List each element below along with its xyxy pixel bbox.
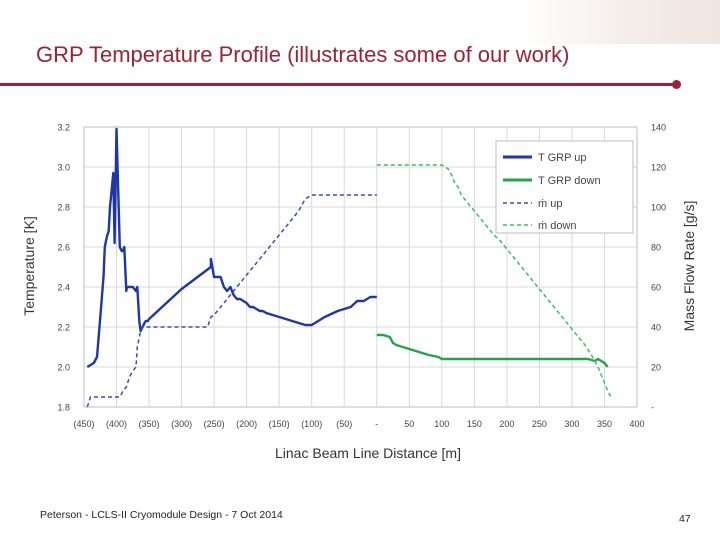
y-axis-label: Temperature [K] bbox=[21, 216, 37, 316]
y-tick-label: 2.6 bbox=[57, 243, 70, 253]
x-tick-label: 300 bbox=[564, 419, 579, 429]
y-tick-label: 2.0 bbox=[57, 363, 70, 373]
title-underline bbox=[0, 83, 676, 86]
y-tick-label: 1.8 bbox=[57, 403, 70, 413]
y2-tick-label: 140 bbox=[651, 123, 666, 133]
legend-label-t-up: T GRP up bbox=[538, 152, 587, 164]
y-tick-label: 3.0 bbox=[57, 163, 70, 173]
x-tick-label: (200) bbox=[236, 419, 257, 429]
x-tick-label: (100) bbox=[301, 419, 322, 429]
y2-tick-label: 40 bbox=[651, 323, 661, 333]
series-line-4 bbox=[376, 164, 612, 398]
series-line-1 bbox=[86, 127, 377, 369]
tick-labels: (450) (400) (350) (300) (250) (200) (150) (100)… bbox=[57, 123, 666, 430]
page-number: 47 bbox=[679, 513, 691, 525]
x-tick-label: (300) bbox=[171, 419, 192, 429]
y-tick-label: 2.8 bbox=[57, 203, 70, 213]
y2-tick-label: 100 bbox=[651, 203, 666, 213]
x-tick-label: (250) bbox=[204, 419, 225, 429]
legend-label-m-down: ṁ down bbox=[538, 220, 577, 232]
y2-axis-label: Mass Flow Rate [g/s] bbox=[681, 201, 697, 332]
legend-label-m-up: ṁ up bbox=[538, 198, 562, 210]
x-tick-label: 350 bbox=[597, 419, 612, 429]
y-tick-label: 2.2 bbox=[57, 323, 70, 333]
x-tick-label: 150 bbox=[467, 419, 482, 429]
x-tick-label: 50 bbox=[404, 419, 414, 429]
legend-label-t-down: T GRP down bbox=[538, 175, 601, 187]
x-tick-label: (400) bbox=[106, 419, 127, 429]
y2-tick-label: 80 bbox=[651, 243, 661, 253]
x-tick-label: (50) bbox=[336, 419, 352, 429]
x-tick-label: - bbox=[375, 419, 378, 429]
x-tick-label: (350) bbox=[139, 419, 160, 429]
x-tick-label: 400 bbox=[629, 419, 644, 429]
x-tick-label: (150) bbox=[269, 419, 290, 429]
x-tick-label: 250 bbox=[532, 419, 547, 429]
series-layer bbox=[86, 127, 612, 408]
legend: T GRP up T GRP down ṁ up ṁ down bbox=[495, 140, 634, 234]
y-tick-label: 2.4 bbox=[57, 283, 70, 293]
y-tick-label: 3.2 bbox=[57, 123, 70, 133]
x-tick-label: 100 bbox=[434, 419, 449, 429]
series-line-3 bbox=[86, 194, 377, 408]
x-tick-label: 200 bbox=[499, 419, 514, 429]
x-axis-label: Linac Beam Line Distance [m] bbox=[275, 445, 461, 461]
y2-tick-label: 20 bbox=[651, 363, 661, 373]
x-tick-label: (450) bbox=[73, 419, 94, 429]
y2-tick-label: 120 bbox=[651, 163, 666, 173]
slide-title: GRP Temperature Profile (illustrates som… bbox=[36, 42, 570, 67]
y2-tick-label: 60 bbox=[651, 283, 661, 293]
title-underline-dot bbox=[672, 80, 681, 89]
footer-text: Peterson - LCLS-II Cryomodule Design - 7… bbox=[40, 509, 283, 521]
corner-decoration bbox=[520, 0, 720, 44]
y2-tick-label: - bbox=[651, 403, 654, 413]
